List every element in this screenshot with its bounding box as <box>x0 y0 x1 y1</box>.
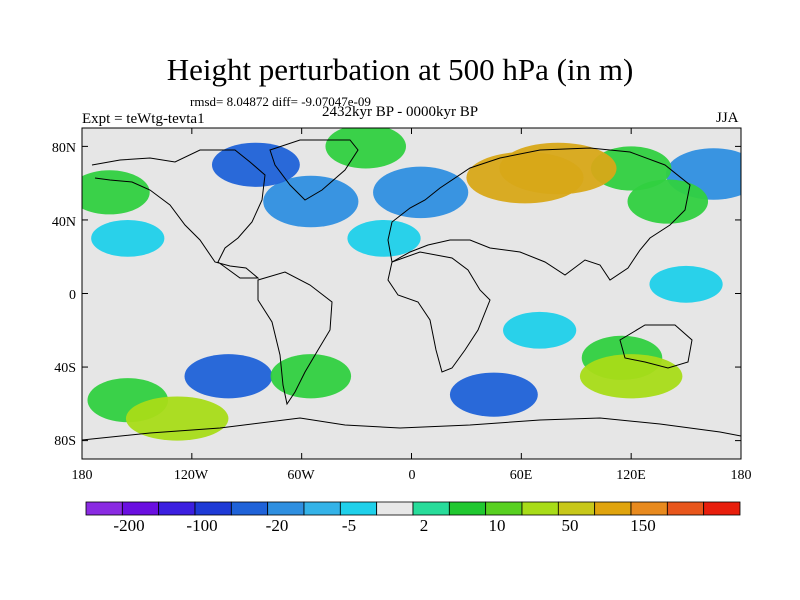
colorbar-swatch <box>158 501 196 516</box>
colorbar-swatch <box>376 501 414 516</box>
north-america-coast <box>91 149 266 279</box>
contour-region-low-weak <box>347 219 421 257</box>
colorbar-label-minus5: -5 <box>341 516 357 535</box>
colorbar-swatch <box>448 501 487 516</box>
colorbar-swatch <box>630 501 668 516</box>
colorbar-label-10: 10 <box>488 516 506 535</box>
colorbar-swatch <box>230 501 269 516</box>
colorbar-swatch <box>666 501 705 516</box>
season-label: JJA <box>716 110 739 126</box>
lon-tick-label-120e: 120E <box>616 468 646 483</box>
lon-tick-label-0: 0 <box>408 468 416 483</box>
contour-region-low-weak <box>91 219 165 257</box>
colorbar-swatch <box>121 501 160 516</box>
australia-coast <box>619 324 693 369</box>
lat-tick-label-40s: 40S <box>54 361 76 376</box>
rmsd-diff-stats: rmsd= 8.04872 diff= -9.07047e-09 <box>190 94 371 109</box>
colorbar-swatch <box>521 501 559 516</box>
contour-region-positive <box>325 128 406 169</box>
lon-tick-label-180e: 180 <box>730 468 752 483</box>
coastlines <box>82 139 741 441</box>
contour-fill-layer <box>82 128 741 459</box>
lat-tick-label-80s: 80S <box>54 434 76 449</box>
colorbar-swatch <box>412 501 450 516</box>
contour-region-low <box>263 175 359 228</box>
colorbar-swatch <box>557 501 596 516</box>
contour-region-positive <box>82 170 150 215</box>
colorbar-swatch <box>703 501 741 516</box>
experiment-label: Expt = teWtg-tevta1 <box>82 111 205 127</box>
period-label: 2432kyr BP - 0000kyr BP <box>322 104 479 120</box>
colorbar-swatch <box>594 501 632 516</box>
colorbar <box>85 501 741 516</box>
colorbar-label-150: 150 <box>630 516 656 535</box>
contour-region-positive <box>627 179 709 224</box>
colorbar-swatch <box>339 501 378 516</box>
lat-tick-label-80n: 80N <box>51 141 76 156</box>
contour-region-high <box>466 151 584 204</box>
colorbar-swatch <box>85 501 123 516</box>
colorbar-label-50: 50 <box>561 516 579 535</box>
contour-region-positive <box>270 354 352 399</box>
south-america-coast <box>257 271 333 406</box>
colorbar-swatch <box>267 501 305 516</box>
contour-region-low-weak <box>649 265 723 303</box>
africa-coast <box>387 251 491 373</box>
contour-region-low <box>373 166 469 219</box>
lon-tick-label-120w: 120W <box>173 468 209 483</box>
map-title: Height perturbation at 500 hPa (in m) <box>166 52 634 87</box>
lat-tick-label-40n: 40N <box>51 215 76 230</box>
greenland-coast <box>269 139 359 201</box>
contour-regions <box>82 128 741 441</box>
europe-asia-coast <box>387 147 691 281</box>
contour-region-positive <box>590 146 672 191</box>
contour-region-low-strong <box>211 142 300 187</box>
lat-tick-label-0: 0 <box>69 288 76 303</box>
contour-region-low-strong <box>184 354 273 399</box>
axis-ticks <box>81 128 742 459</box>
contour-region-positive-strong <box>579 354 683 399</box>
lon-tick-label-60e: 60E <box>509 468 533 483</box>
antarctica-coast <box>82 417 741 441</box>
colorbar-label-minus100: -100 <box>186 516 218 535</box>
lon-tick-label-180w: 180 <box>71 468 93 483</box>
colorbar-swatch <box>303 501 341 516</box>
colorbar-swatch <box>194 501 232 516</box>
colorbar-label-2: 2 <box>419 516 429 535</box>
lon-tick-label-60w: 60W <box>287 468 315 483</box>
colorbar-label-minus20: -20 <box>265 516 289 535</box>
colorbar-label-minus200: -200 <box>113 516 145 535</box>
contour-region-low-strong <box>449 372 538 417</box>
colorbar-swatch <box>485 501 523 516</box>
contour-region-low-weak <box>503 311 577 349</box>
